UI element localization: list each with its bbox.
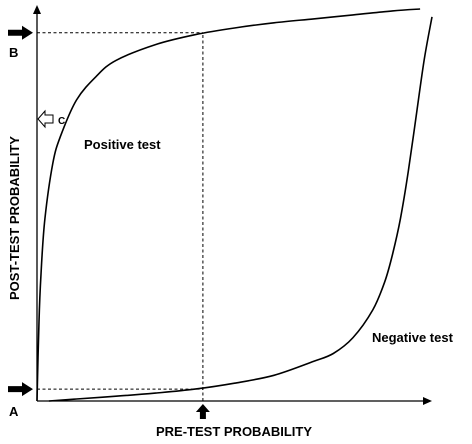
- axes: [33, 5, 432, 405]
- negative-test-label: Negative test: [372, 330, 454, 345]
- origin-label-a: A: [9, 404, 19, 419]
- x-axis-arrowhead: [423, 397, 432, 405]
- reference-lines: [37, 32, 204, 401]
- y-axis-arrowhead: [33, 5, 41, 14]
- positive-test-label: Positive test: [84, 137, 161, 152]
- y-axis-title: POST-TEST PROBABILITY: [7, 136, 22, 300]
- markers: [8, 25, 210, 419]
- pretest-arrow-icon: [195, 404, 210, 419]
- top-label-b: B: [9, 45, 18, 60]
- hollow-left-arrow-icon: [37, 109, 54, 129]
- positive-posttest-arrow-icon: [8, 25, 33, 40]
- negative-test-curve: [48, 16, 433, 402]
- negative-posttest-arrow-icon: [8, 382, 33, 397]
- side-label-c: C: [58, 116, 65, 127]
- x-axis-title: PRE-TEST PROBABILITY: [156, 424, 312, 439]
- curves: [36, 8, 433, 402]
- positive-test-curve: [36, 8, 421, 402]
